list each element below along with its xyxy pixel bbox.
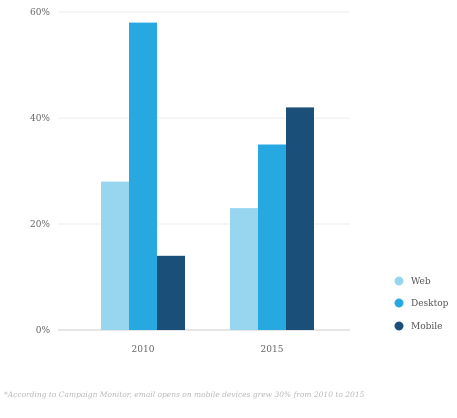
y-tick-label: 0%	[36, 326, 51, 336]
y-tick-label: 40%	[30, 114, 50, 124]
y-tick-label: 60%	[30, 8, 50, 18]
bar-web-2010	[101, 181, 129, 330]
x-axis-tick-labels: 2010 2015	[132, 345, 284, 355]
bars	[101, 22, 314, 331]
bar-mobile-2010	[157, 255, 185, 330]
x-tick-label: 2010	[132, 345, 155, 355]
x-tick-label: 2015	[261, 345, 284, 355]
y-tick-label: 20%	[30, 220, 50, 230]
legend-swatch-mobile	[394, 321, 404, 331]
y-axis-tick-labels: 0% 20% 40% 60%	[30, 8, 50, 336]
legend: Web Desktop Mobile	[394, 276, 449, 332]
bar-web-2015	[230, 208, 258, 330]
bar-mobile-2015	[286, 107, 314, 331]
footnote: *According to Campaign Monitor, email op…	[4, 390, 365, 399]
bar-desktop-2010	[129, 22, 157, 330]
legend-swatch-desktop	[394, 298, 404, 308]
legend-swatch-web	[394, 276, 404, 286]
legend-label-mobile: Mobile	[411, 322, 442, 332]
legend-label-web: Web	[411, 277, 431, 287]
bar-desktop-2015	[258, 144, 286, 330]
legend-label-desktop: Desktop	[411, 299, 449, 309]
